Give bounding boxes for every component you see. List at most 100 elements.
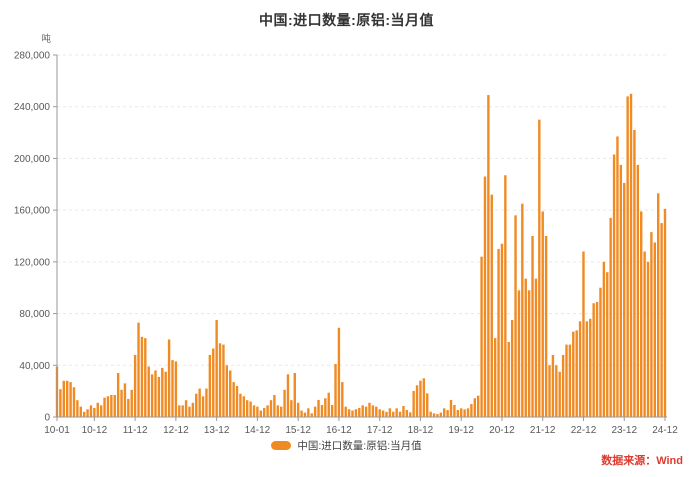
bar [293,373,296,417]
bar [99,405,103,417]
bar [595,301,599,417]
bar [565,344,568,417]
bar [521,203,524,417]
bar [412,391,415,417]
bar [473,398,476,417]
bar [300,410,303,417]
bar [578,321,582,417]
bar [171,360,174,417]
bar [460,408,463,417]
bar [582,251,585,417]
bar [640,211,643,417]
bar [381,410,385,417]
bar [259,410,262,417]
bar [283,389,286,417]
bar [296,402,300,417]
bar [201,396,205,417]
bar [116,373,120,417]
bar [497,248,500,417]
y-tick-label: 160,000 [14,206,51,217]
bar [154,370,157,417]
bar [69,382,72,417]
bar [324,398,327,417]
bar [96,402,99,417]
bar [483,176,487,417]
bar [660,223,663,417]
bar [127,398,130,417]
bar [633,129,636,418]
bar [388,408,392,417]
x-tick-label: 22-12 [571,425,597,436]
bar [273,395,276,417]
bar [310,413,313,417]
bar [524,278,527,417]
y-tick-label: 280,000 [14,51,51,62]
bar [347,409,351,417]
bar [419,380,422,417]
bar [137,322,140,417]
bar [392,411,395,417]
bar [354,409,358,417]
axes [56,55,667,418]
bar [72,387,76,417]
bar [89,405,93,417]
y-tick-label: 0 [44,413,50,424]
bar [436,414,439,417]
bar [572,331,575,417]
bar [222,344,225,417]
bar [490,194,493,417]
bar [239,393,242,417]
x-tick-label: 23-12 [611,425,637,436]
bar [133,354,137,417]
bar [612,154,616,418]
bar [330,404,334,417]
bar [453,404,456,417]
legend: 中国:进口数量:原铝:当月值 [0,438,693,453]
bar [191,402,195,417]
bar [470,404,473,417]
bar [130,389,133,417]
bar [443,408,446,417]
bar [589,318,592,417]
bar [344,406,347,417]
bar [385,411,388,417]
bar [120,389,123,417]
bar [113,395,116,417]
bar [198,388,201,417]
bar [218,343,222,417]
bar [205,388,208,417]
data-source-label: 数据来源：Wind [601,455,683,467]
bar [616,136,619,417]
bar [405,410,409,417]
bar [147,366,150,417]
bar [544,236,548,417]
bar [286,374,290,417]
bar [378,409,381,417]
bar [229,370,232,417]
bar [266,405,269,417]
bar [446,410,449,417]
bar [263,407,266,417]
bar [313,406,317,417]
bar [650,232,653,417]
bar [235,385,239,417]
bar [317,399,320,417]
x-axis-labels: 10-01 10-12 11-12 12-12 13-12 14-12 15-12 16-12… [44,417,678,436]
bar [337,327,341,417]
bar [507,342,510,417]
bar [561,354,565,417]
bar [602,261,606,417]
bar [409,412,412,417]
bar [629,93,633,417]
bar [167,339,171,417]
bar [504,175,507,417]
bar [188,406,191,417]
x-tick-label: 13-12 [204,425,230,436]
bar [327,392,330,417]
bar [269,400,273,417]
bar [351,410,354,417]
bar [606,272,609,417]
bar [106,396,110,417]
